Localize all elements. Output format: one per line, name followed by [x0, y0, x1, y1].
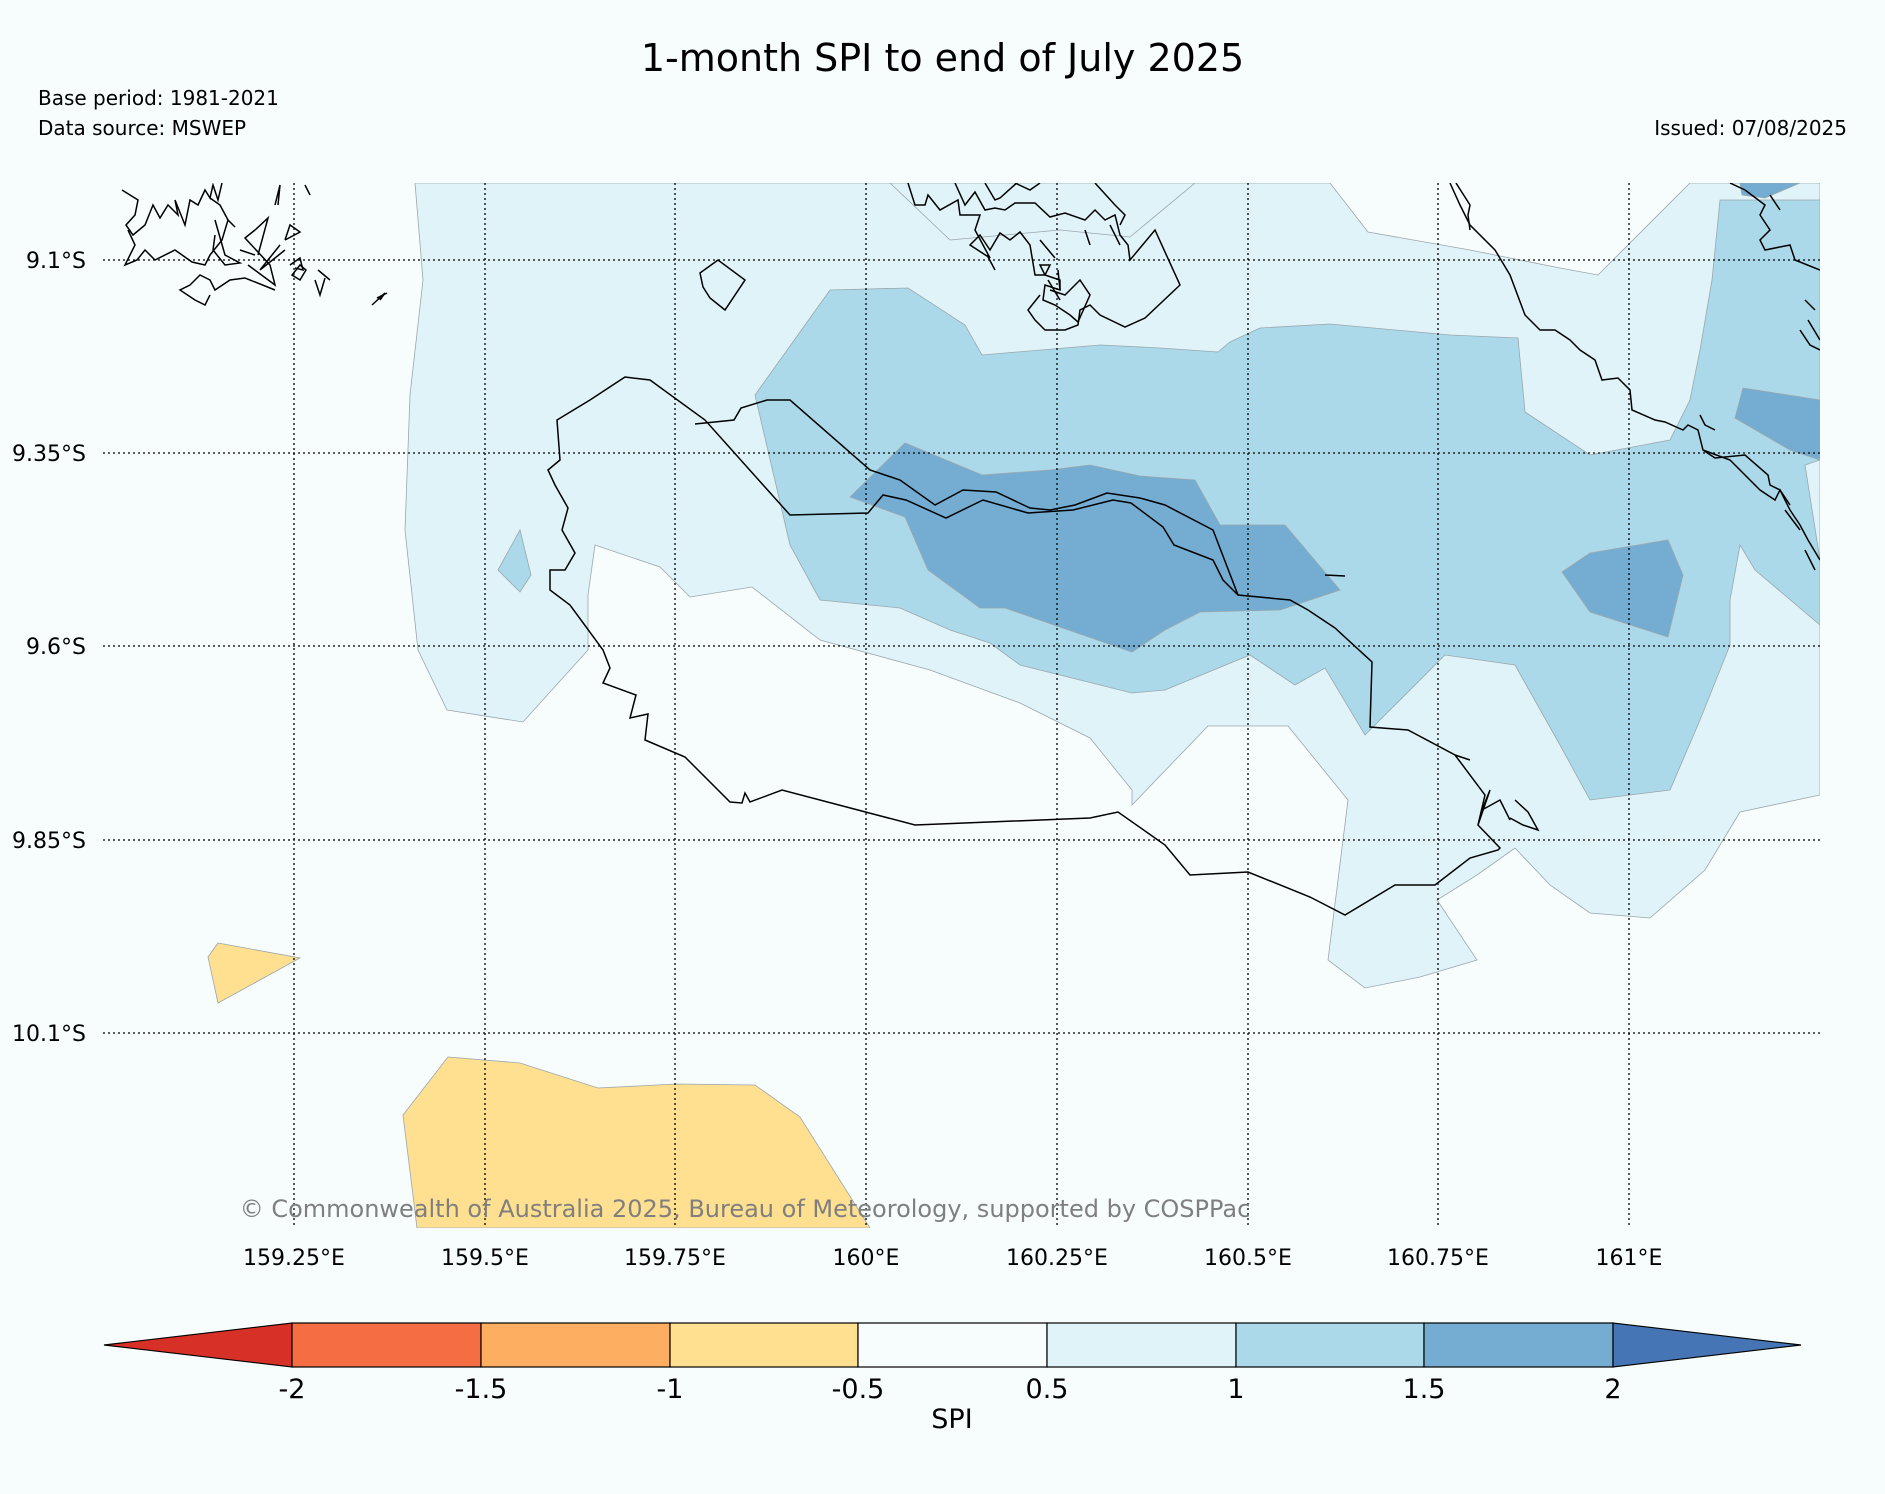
colorbar-tick: -0.5 — [832, 1374, 885, 1405]
lon-label: 159.25°E — [243, 1246, 345, 1271]
colorbar-segment — [669, 1322, 859, 1368]
colorbar-tick: 2 — [1604, 1374, 1621, 1405]
colorbar-segment — [1046, 1322, 1237, 1368]
colorbar-label: SPI — [931, 1404, 972, 1435]
lon-label: 160.25°E — [1006, 1246, 1108, 1271]
spi-contour-1.5-2 — [1739, 183, 1801, 199]
spi-contour-1.5-2 — [1734, 387, 1820, 461]
colorbar-segment — [1235, 1322, 1425, 1368]
lon-label: 160.75°E — [1387, 1246, 1489, 1271]
colorbar-segment — [103, 1322, 293, 1368]
colorbar-ticks: -2 -1.5 -1 -0.5 0.5 1 1.5 2 — [279, 1374, 1622, 1405]
coastline — [121, 183, 1820, 916]
base-period: Base period: 1981-2021 — [38, 86, 279, 110]
longitude-labels: 159.25°E 159.5°E 159.75°E 160°E 160.25°E… — [243, 1246, 1662, 1271]
latitude-labels: 9.1°S 9.35°S 9.6°S 9.85°S 10.1°S — [12, 249, 86, 1047]
issued-date: Issued: 07/08/2025 — [1654, 116, 1847, 140]
lat-label: 9.85°S — [12, 829, 86, 854]
graticule — [103, 183, 1820, 1228]
spi-contour-1-1.5 — [754, 199, 1820, 801]
colorbar-segment — [1423, 1322, 1614, 1368]
colorbar-tick: 0.5 — [1026, 1374, 1069, 1405]
lon-label: 160.5°E — [1204, 1246, 1292, 1271]
lat-label: 9.1°S — [26, 249, 86, 274]
colorbar-segment — [857, 1322, 1048, 1368]
spi-contour-neg1-neg0.5 — [402, 1056, 871, 1228]
map-title: 1-month SPI to end of July 2025 — [640, 36, 1245, 80]
data-source: Data source: MSWEP — [38, 116, 247, 140]
lon-label: 160°E — [833, 1246, 900, 1271]
spi-contour-1.5-2 — [1561, 539, 1684, 638]
colorbar-segment — [291, 1322, 482, 1368]
colorbar-tick: -1 — [657, 1374, 684, 1405]
spi-map — [103, 183, 1820, 1228]
spi-contour-neg1-neg0.5 — [207, 942, 302, 1004]
colorbar-tick: 1 — [1227, 1374, 1244, 1405]
lon-label: 161°E — [1596, 1246, 1663, 1271]
lat-label: 9.6°S — [26, 635, 86, 660]
colorbar-segment — [480, 1322, 671, 1368]
colorbar-tick: 1.5 — [1403, 1374, 1446, 1405]
copyright-notice: © Commonwealth of Australia 2025, Bureau… — [240, 1195, 1251, 1223]
spi-contour-1-1.5 — [497, 528, 532, 593]
colorbar-tick: -1.5 — [455, 1374, 508, 1405]
lon-label: 159.5°E — [441, 1246, 529, 1271]
spi-contour-1.5-2 — [849, 442, 1341, 653]
lon-label: 159.75°E — [624, 1246, 726, 1271]
colorbar-segment — [1612, 1322, 1802, 1368]
colorbar-tick: -2 — [279, 1374, 306, 1405]
lat-label: 10.1°S — [12, 1022, 86, 1047]
colorbar — [103, 1322, 1802, 1368]
lat-label: 9.35°S — [12, 442, 86, 467]
